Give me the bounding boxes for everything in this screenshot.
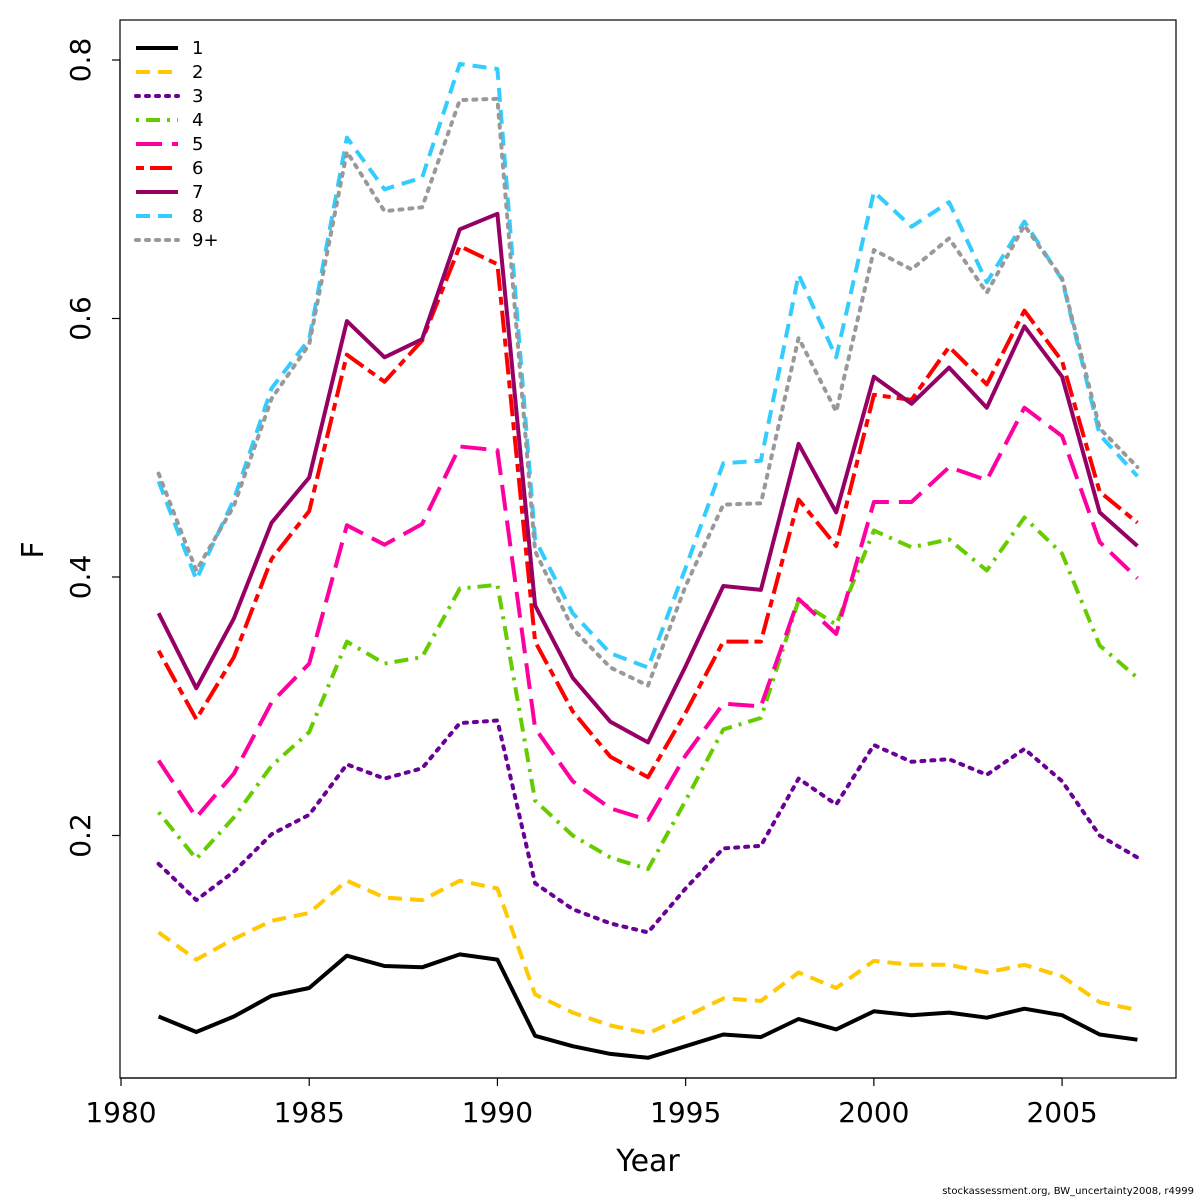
series-line-7 <box>156 211 1139 745</box>
y-tick-label: 0.8 <box>64 38 97 83</box>
series-line-5 <box>156 405 1139 822</box>
series-line-9plus <box>156 96 1140 688</box>
series-line-4 <box>157 515 1139 872</box>
legend-label: 5 <box>192 134 203 155</box>
footer-note: stockassessment.org, BW_uncertainty2008,… <box>942 1186 1194 1197</box>
x-tick-label: 2000 <box>838 1096 909 1129</box>
x-tick-label: 1980 <box>85 1096 156 1129</box>
x-tick-label: 1985 <box>274 1096 345 1129</box>
legend-label: 3 <box>192 86 203 107</box>
legend-label: 7 <box>192 182 203 203</box>
y-axis-title: F <box>16 541 51 558</box>
series-line-2 <box>157 878 1138 1036</box>
legend-label: 4 <box>192 110 203 131</box>
legend-label: 1 <box>192 38 203 59</box>
legend-label: 8 <box>192 206 203 227</box>
x-tick-label: 1995 <box>650 1096 721 1129</box>
x-axis-title: Year <box>615 1144 680 1179</box>
y-tick-label: 0.4 <box>64 555 97 600</box>
x-tick-label: 1990 <box>462 1096 533 1129</box>
series-layer <box>156 61 1140 1060</box>
y-tick-label: 0.2 <box>64 813 97 858</box>
y-tick-label: 0.6 <box>64 296 97 341</box>
legend-label: 9+ <box>192 230 219 251</box>
series-line-6 <box>156 244 1139 780</box>
series-line-8 <box>156 61 1139 670</box>
legend-label: 6 <box>192 158 203 179</box>
series-line-3 <box>156 718 1140 935</box>
x-tick-label: 2005 <box>1026 1096 1097 1129</box>
axes: 1980 1985 1990 1995 2000 2005 0.2 0.4 0.6 0.8 <box>64 38 1098 1129</box>
legend: 1 2 3 4 5 6 7 8 9+ <box>134 38 219 251</box>
legend-label: 2 <box>192 62 203 83</box>
series-line-1 <box>157 952 1138 1060</box>
